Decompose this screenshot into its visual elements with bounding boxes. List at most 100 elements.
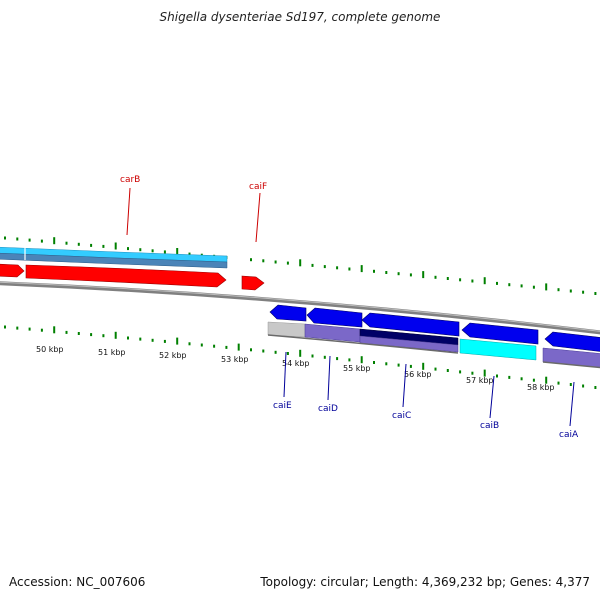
minor-tick — [520, 377, 523, 381]
gene-arrow-caiB[interactable] — [461, 322, 539, 345]
minor-tick — [508, 283, 511, 287]
minor-tick — [459, 370, 462, 374]
gene-label-caiB[interactable]: caiB — [480, 421, 499, 431]
minor-tick — [471, 371, 474, 375]
major-tick — [422, 362, 425, 370]
lower-tick-track — [4, 325, 597, 389]
scale-label: 55 kbp — [343, 364, 371, 373]
minor-tick — [446, 369, 449, 372]
minor-tick — [274, 350, 277, 354]
scale-label: 53 kbp — [221, 355, 249, 364]
gene-arrow[interactable] — [0, 263, 25, 278]
major-tick — [545, 283, 548, 291]
minor-tick — [65, 241, 68, 245]
gene-arrow-caiF[interactable] — [241, 275, 265, 291]
minor-tick — [262, 259, 265, 263]
minor-tick — [336, 266, 339, 270]
minor-tick — [496, 374, 498, 378]
gene-arrow-carB[interactable] — [25, 264, 227, 288]
minor-tick — [323, 355, 326, 359]
minor-tick — [40, 328, 43, 332]
minor-tick — [139, 337, 142, 341]
scale-label: 54 kbp — [282, 359, 310, 368]
gene-arrow-caiD[interactable] — [306, 307, 363, 328]
scale-label: 57 kbp — [466, 376, 494, 385]
minor-tick — [373, 269, 375, 273]
minor-tick — [446, 277, 449, 280]
minor-tick — [385, 362, 388, 366]
minor-tick — [188, 342, 191, 346]
minor-tick — [532, 285, 535, 289]
minor-tick — [373, 361, 375, 364]
minor-tick — [532, 378, 535, 382]
scale-label: 56 kbp — [404, 370, 432, 379]
map-title: Shigella dysenteriae Sd197, complete gen… — [159, 10, 441, 24]
minor-tick — [139, 248, 142, 252]
major-tick — [114, 331, 117, 339]
gene-arrow-caiC[interactable] — [361, 312, 460, 337]
gene-label-caiE[interactable]: caiE — [273, 401, 292, 411]
accession-text: Accession: NC_007606 — [9, 575, 146, 589]
gene-label-caiD[interactable]: caiD — [318, 404, 338, 414]
minor-tick — [28, 327, 31, 331]
scale-label: 51 kbp — [98, 348, 126, 357]
minor-tick — [102, 334, 105, 338]
minor-tick — [4, 325, 6, 329]
minor-tick — [102, 244, 105, 248]
minor-tick — [151, 249, 154, 253]
upper-tick-track — [4, 236, 597, 295]
gene-label-caiF[interactable]: caiF — [249, 182, 267, 192]
minor-tick — [311, 354, 314, 358]
genome-backbone — [0, 281, 600, 335]
minor-tick — [262, 349, 265, 353]
major-tick — [360, 356, 363, 364]
major-tick — [483, 369, 486, 377]
minor-tick — [520, 284, 523, 288]
minor-tick — [471, 279, 474, 283]
minor-tick — [434, 275, 437, 279]
minor-tick — [40, 239, 43, 243]
gene-arrow-caiE[interactable] — [269, 304, 307, 322]
scale-label: 52 kbp — [159, 351, 187, 360]
minor-tick — [77, 332, 80, 335]
minor-tick — [127, 247, 129, 251]
major-tick — [422, 271, 425, 279]
major-tick — [545, 376, 548, 384]
minor-tick — [151, 338, 154, 342]
gene-arrow-caiA[interactable] — [544, 331, 600, 352]
reverse-gene-track — [269, 304, 600, 352]
scale-label: 50 kbp — [36, 345, 64, 354]
reverse-cds-track — [267, 321, 600, 369]
minor-tick — [200, 343, 203, 347]
minor-tick — [225, 345, 228, 349]
scale-label: 58 kbp — [527, 383, 555, 392]
minor-tick — [286, 352, 289, 355]
major-tick — [114, 242, 117, 250]
forward-gene-track — [0, 263, 265, 291]
forward-cds-track — [0, 246, 228, 269]
major-tick — [483, 277, 486, 285]
gene-label-caiC[interactable]: caiC — [392, 411, 411, 421]
minor-tick — [250, 258, 252, 262]
major-tick — [53, 326, 56, 334]
minor-tick — [434, 367, 437, 371]
minor-tick — [397, 272, 400, 276]
gene-label-caiA[interactable]: caiA — [559, 430, 579, 440]
minor-tick — [582, 384, 585, 388]
major-tick — [53, 237, 56, 245]
minor-tick — [409, 273, 412, 277]
minor-tick — [90, 243, 93, 247]
minor-tick — [348, 267, 351, 271]
gene-label-carB[interactable]: carB — [120, 175, 140, 185]
minor-tick — [90, 333, 93, 337]
minor-tick — [508, 375, 511, 379]
major-tick — [237, 343, 240, 351]
minor-tick — [16, 237, 19, 241]
minor-tick — [311, 263, 314, 267]
minor-tick — [496, 281, 498, 285]
minor-tick — [336, 357, 339, 361]
minor-tick — [127, 336, 129, 340]
minor-tick — [188, 252, 191, 256]
minor-tick — [557, 381, 560, 385]
